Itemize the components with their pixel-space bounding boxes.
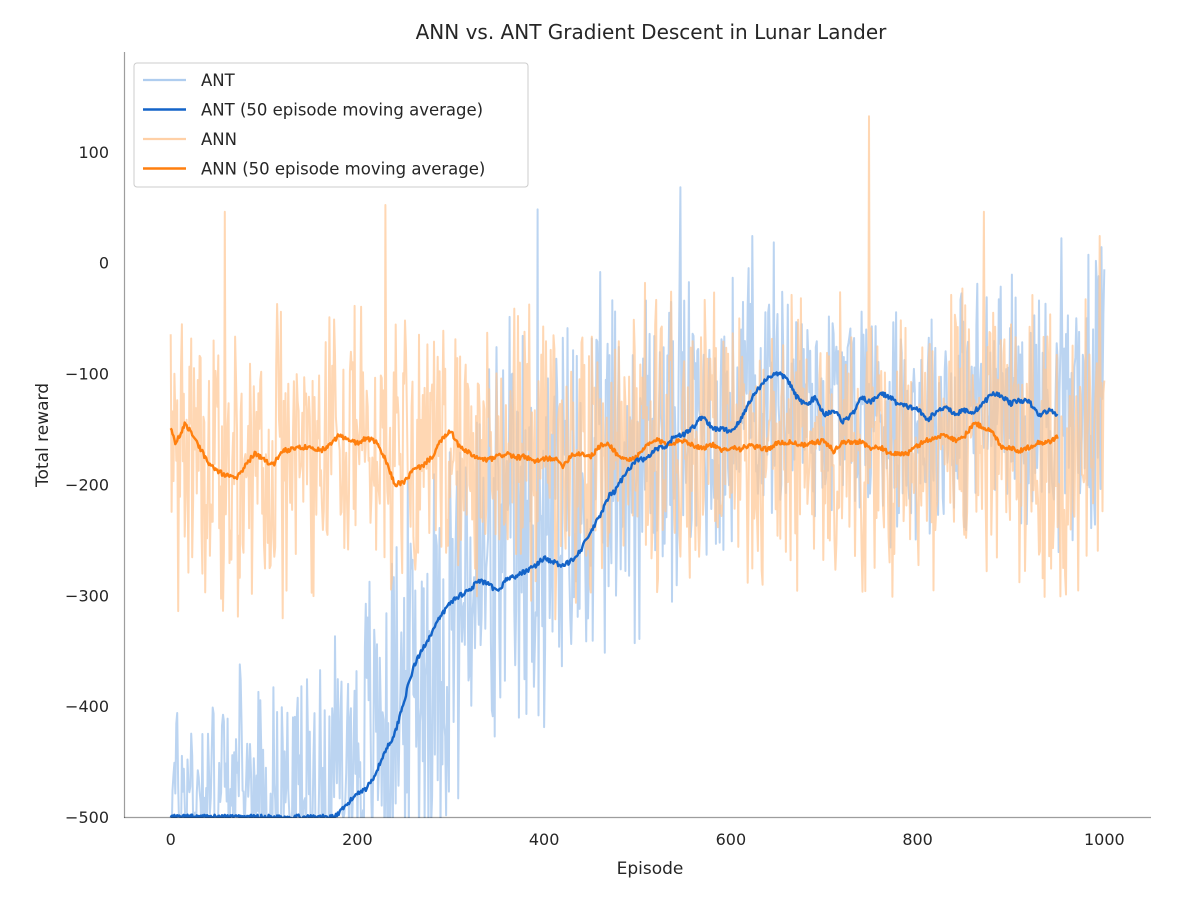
legend-label: ANT (50 episode moving average) — [201, 101, 483, 120]
legend-label: ANT — [201, 71, 236, 90]
x-tick-label: 600 — [716, 830, 747, 849]
series-line-moving-average — [169, 371, 1059, 818]
y-tick-label: −200 — [65, 475, 109, 494]
y-ticks: −500 −400 −300 −200 −100 0 100 — [65, 143, 109, 827]
y-tick-label: −500 — [65, 808, 109, 827]
legend-label: ANN (50 episode moving average) — [201, 160, 485, 179]
y-tick-label: −300 — [65, 586, 109, 605]
y-tick-label: −100 — [65, 365, 109, 384]
x-axis-label: Episode — [617, 859, 684, 879]
series-line-raw — [169, 115, 1106, 621]
legend-label: ANN — [201, 130, 237, 149]
x-tick-label: 800 — [902, 830, 933, 849]
y-axis-label: Total reward — [33, 383, 53, 488]
x-ticks: 0 200 400 600 800 1000 — [166, 830, 1125, 849]
y-tick-label: 0 — [99, 254, 109, 273]
chart-title: ANN vs. ANT Gradient Descent in Lunar La… — [416, 20, 888, 44]
series-line-moving-average — [169, 421, 1059, 488]
y-tick-label: 100 — [78, 143, 109, 162]
legend: ANT ANT (50 episode moving average) ANN ANN… — [133, 62, 529, 188]
legend-entries: ANT ANT (50 episode moving average) ANN ANN… — [143, 71, 485, 179]
x-tick-label: 0 — [166, 830, 176, 849]
y-tick-label: −400 — [65, 697, 109, 716]
x-tick-label: 1000 — [1084, 830, 1125, 849]
series-layer — [169, 115, 1106, 818]
x-tick-label: 200 — [342, 830, 373, 849]
x-tick-label: 400 — [529, 830, 560, 849]
legend-frame — [133, 62, 529, 188]
plot-area — [169, 115, 1106, 818]
